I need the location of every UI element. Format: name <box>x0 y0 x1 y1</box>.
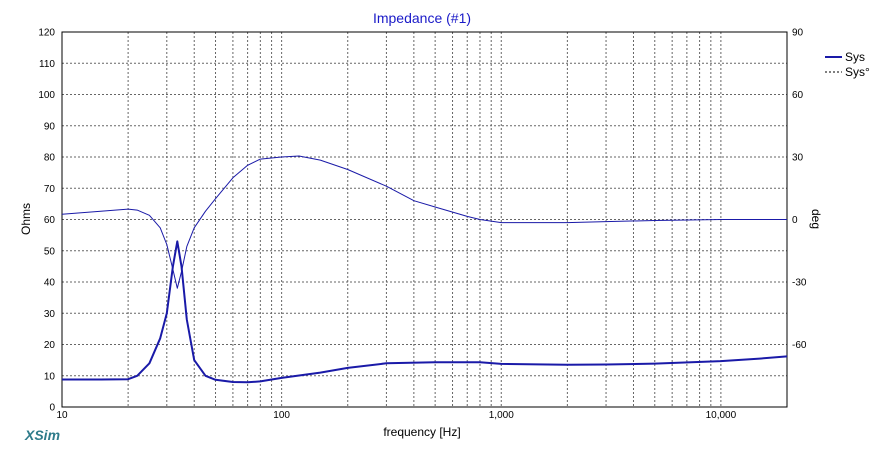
y-tick-label: 90 <box>44 121 56 132</box>
xsim-logo: XSim <box>25 427 61 443</box>
y-tick-label: 20 <box>44 340 56 351</box>
chart-title: Impedance (#1) <box>373 10 471 26</box>
y2-tick-labels: 90 60 30 0 -30 -60 <box>792 28 807 352</box>
y2-tick-label: -60 <box>792 340 807 351</box>
x-tick-label: 1,000 <box>489 410 514 421</box>
legend-label-sys: Sys <box>845 50 865 64</box>
gridlines <box>62 32 787 407</box>
y2-axis-label: deg <box>809 209 823 229</box>
legend: Sys Sys° <box>825 50 870 79</box>
x-tick-labels: 10 100 1,000 10,000 <box>56 410 736 421</box>
x-tick-label: 10 <box>56 410 68 421</box>
y-tick-labels: 0 10 20 30 40 50 60 70 80 90 100 110 120 <box>38 28 55 414</box>
series-group <box>61 155 788 384</box>
y-tick-label: 120 <box>38 28 55 39</box>
y-tick-label: 100 <box>38 90 55 101</box>
y-axis-label: Ohms <box>19 203 33 235</box>
x-tick-label: 10,000 <box>706 410 737 421</box>
y-tick-label: 40 <box>44 278 56 289</box>
x-axis-label: frequency [Hz] <box>383 425 460 439</box>
y2-tick-label: 0 <box>792 215 798 226</box>
y-tick-label: 110 <box>39 59 55 70</box>
series-sys-impedance <box>62 240 788 384</box>
y-tick-label: 60 <box>44 215 56 226</box>
x-tick-label: 100 <box>273 410 290 421</box>
y-tick-label: 30 <box>44 309 56 320</box>
series-sys-phase <box>61 155 787 289</box>
y-tick-label: 10 <box>44 371 56 382</box>
y2-tick-label: 60 <box>792 90 804 101</box>
y-tick-label: 50 <box>44 246 56 257</box>
y-tick-label: 80 <box>44 153 56 164</box>
y-tick-label: 70 <box>44 184 56 195</box>
y2-tick-label: 30 <box>792 153 804 164</box>
y2-tick-label: 90 <box>792 28 804 39</box>
legend-label-sys-phase: Sys° <box>845 65 870 79</box>
y-tick-label: 0 <box>49 403 55 414</box>
y2-tick-label: -30 <box>792 278 807 289</box>
